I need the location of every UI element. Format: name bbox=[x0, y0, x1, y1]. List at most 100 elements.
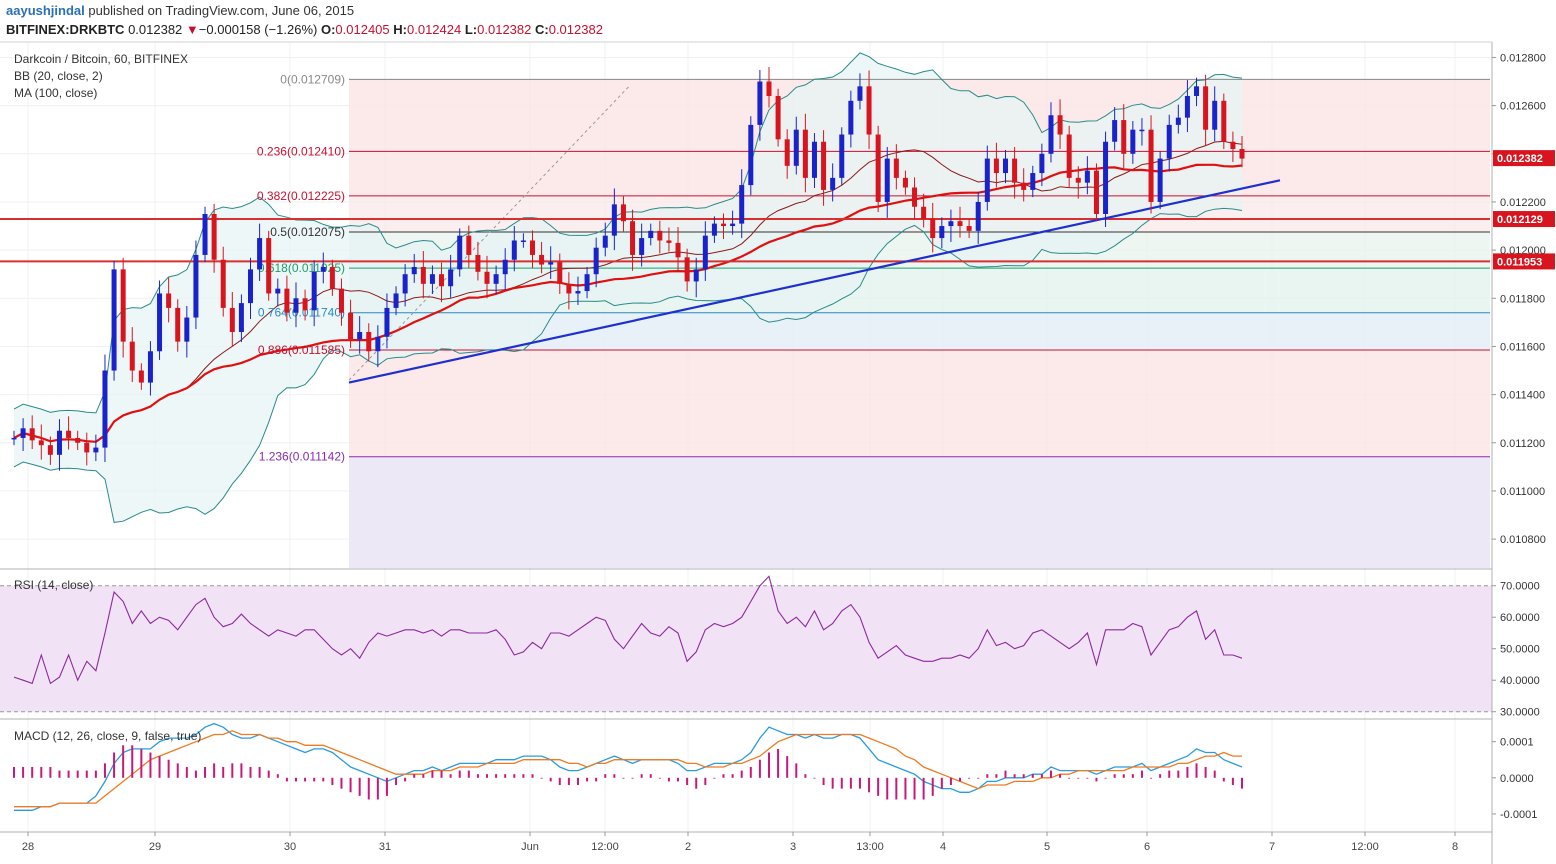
macd-tick-label: 0.0000 bbox=[1500, 773, 1534, 785]
candle bbox=[1157, 158, 1163, 202]
candle bbox=[811, 141, 817, 178]
bb-legend[interactable]: BB (20, close, 2) bbox=[14, 69, 103, 83]
candle bbox=[711, 223, 717, 236]
ma-line bbox=[13, 163, 1243, 443]
candle bbox=[266, 238, 272, 294]
rsi-tick-label: 60.0000 bbox=[1500, 612, 1540, 624]
fib-level-label: 0.382(0.012225) bbox=[257, 189, 345, 203]
macd-histogram-bar bbox=[686, 777, 689, 786]
candle bbox=[1175, 117, 1181, 125]
candle bbox=[648, 230, 654, 239]
candle bbox=[238, 303, 244, 332]
macd-histogram-bar bbox=[149, 752, 152, 778]
candle bbox=[511, 240, 517, 260]
candle bbox=[857, 86, 863, 101]
candle bbox=[84, 442, 90, 453]
x-tick-label: 28 bbox=[22, 841, 34, 853]
macd-histogram-bar bbox=[1077, 777, 1080, 779]
macd-histogram-bar bbox=[658, 777, 661, 779]
rsi-legend[interactable]: RSI (14, close) bbox=[14, 578, 94, 592]
x-tick-label: 2 bbox=[685, 841, 691, 853]
candle bbox=[1075, 177, 1081, 183]
candle bbox=[1184, 95, 1190, 118]
macd-histogram-bar bbox=[1095, 777, 1098, 782]
macd-histogram-bar bbox=[476, 774, 479, 778]
candle bbox=[1112, 120, 1118, 142]
macd-histogram-bar bbox=[904, 777, 907, 800]
macd-histogram-bar bbox=[1013, 774, 1016, 778]
macd-histogram-bar bbox=[1131, 774, 1134, 778]
candle bbox=[884, 158, 890, 202]
candle bbox=[921, 206, 927, 219]
x-tick-label: 12:00 bbox=[591, 841, 619, 853]
candle bbox=[493, 274, 499, 284]
candle bbox=[930, 218, 936, 239]
candle bbox=[966, 226, 972, 231]
change-value: −0.000158 (−1.26%) bbox=[198, 22, 318, 37]
macd-histogram-bar bbox=[22, 766, 25, 778]
macd-histogram-bar bbox=[1068, 777, 1071, 779]
change-arrow-icon: ▼ bbox=[185, 22, 199, 37]
open-label: O: bbox=[320, 22, 336, 37]
macd-legend[interactable]: MACD (12, 26, close, 9, false, true) bbox=[14, 729, 202, 743]
candle bbox=[56, 430, 62, 455]
candle bbox=[1021, 182, 1027, 190]
macd-line bbox=[14, 722, 1243, 811]
x-tick-label: 8 bbox=[1452, 841, 1458, 853]
macd-histogram-bar bbox=[622, 777, 625, 779]
rsi-tick-label: 40.0000 bbox=[1500, 675, 1540, 687]
macd-histogram-bar bbox=[549, 777, 552, 782]
macd-histogram-bar bbox=[1204, 766, 1207, 778]
price-tick-label: 0.012800 bbox=[1500, 52, 1546, 64]
macd-histogram-bar bbox=[677, 777, 680, 782]
ma-legend[interactable]: MA (100, close) bbox=[14, 86, 98, 100]
candle bbox=[466, 235, 472, 255]
macd-histogram-bar bbox=[1222, 777, 1225, 782]
macd-histogram-bar bbox=[194, 770, 197, 778]
symbol-label[interactable]: BITFINEX:DRKBTC bbox=[6, 22, 125, 37]
macd-histogram-bar bbox=[649, 774, 652, 778]
fib-level-label: 0.5(0.012075) bbox=[270, 225, 345, 239]
candle bbox=[775, 95, 781, 140]
macd-histogram-bar bbox=[1049, 770, 1052, 778]
candle bbox=[548, 262, 554, 265]
macd-histogram-bar bbox=[986, 774, 989, 778]
macd-histogram-bar bbox=[1195, 763, 1198, 778]
candle bbox=[75, 437, 81, 443]
macd-histogram-bar bbox=[795, 763, 798, 778]
macd-histogram-bar bbox=[267, 770, 270, 778]
macd-histogram-bar bbox=[949, 777, 952, 786]
price-tick-label: 0.011400 bbox=[1500, 390, 1545, 402]
author-link[interactable]: aayushjindal bbox=[6, 3, 85, 18]
macd-histogram-bar bbox=[822, 777, 825, 786]
candle bbox=[157, 293, 163, 352]
x-tick-label: 7 bbox=[1269, 841, 1275, 853]
macd-histogram-bar bbox=[640, 774, 643, 778]
candle bbox=[875, 134, 881, 202]
macd-histogram-bar bbox=[213, 763, 216, 778]
x-tick-label: 13:00 bbox=[856, 841, 884, 853]
bb-lower-line bbox=[13, 207, 1243, 523]
candle bbox=[457, 235, 463, 270]
candle bbox=[439, 274, 445, 287]
candle bbox=[1030, 173, 1036, 190]
macd-histogram-bar bbox=[449, 774, 452, 778]
macd-histogram-bar bbox=[1159, 774, 1162, 778]
candle bbox=[593, 247, 599, 275]
macd-histogram-bar bbox=[285, 777, 288, 782]
publish-line: aayushjindal published on TradingView.co… bbox=[6, 3, 354, 18]
candle bbox=[657, 230, 663, 241]
macd-histogram-bar bbox=[322, 777, 325, 782]
candle bbox=[1239, 148, 1245, 159]
macd-histogram-bar bbox=[367, 777, 370, 800]
chart-header: aayushjindal published on TradingView.co… bbox=[0, 0, 1556, 42]
candle bbox=[1121, 120, 1127, 154]
close-value: 0.012382 bbox=[548, 22, 603, 37]
ohlc-line: BITFINEX:DRKBTC 0.012382 ▼−0.000158 (−1.… bbox=[6, 22, 603, 37]
chart-title: Darkcoin / Bitcoin, 60, BITFINEX bbox=[14, 52, 189, 66]
candle bbox=[784, 139, 790, 166]
macd-histogram-bar bbox=[631, 777, 634, 779]
candle bbox=[1012, 158, 1018, 183]
macd-histogram-bar bbox=[540, 777, 543, 779]
